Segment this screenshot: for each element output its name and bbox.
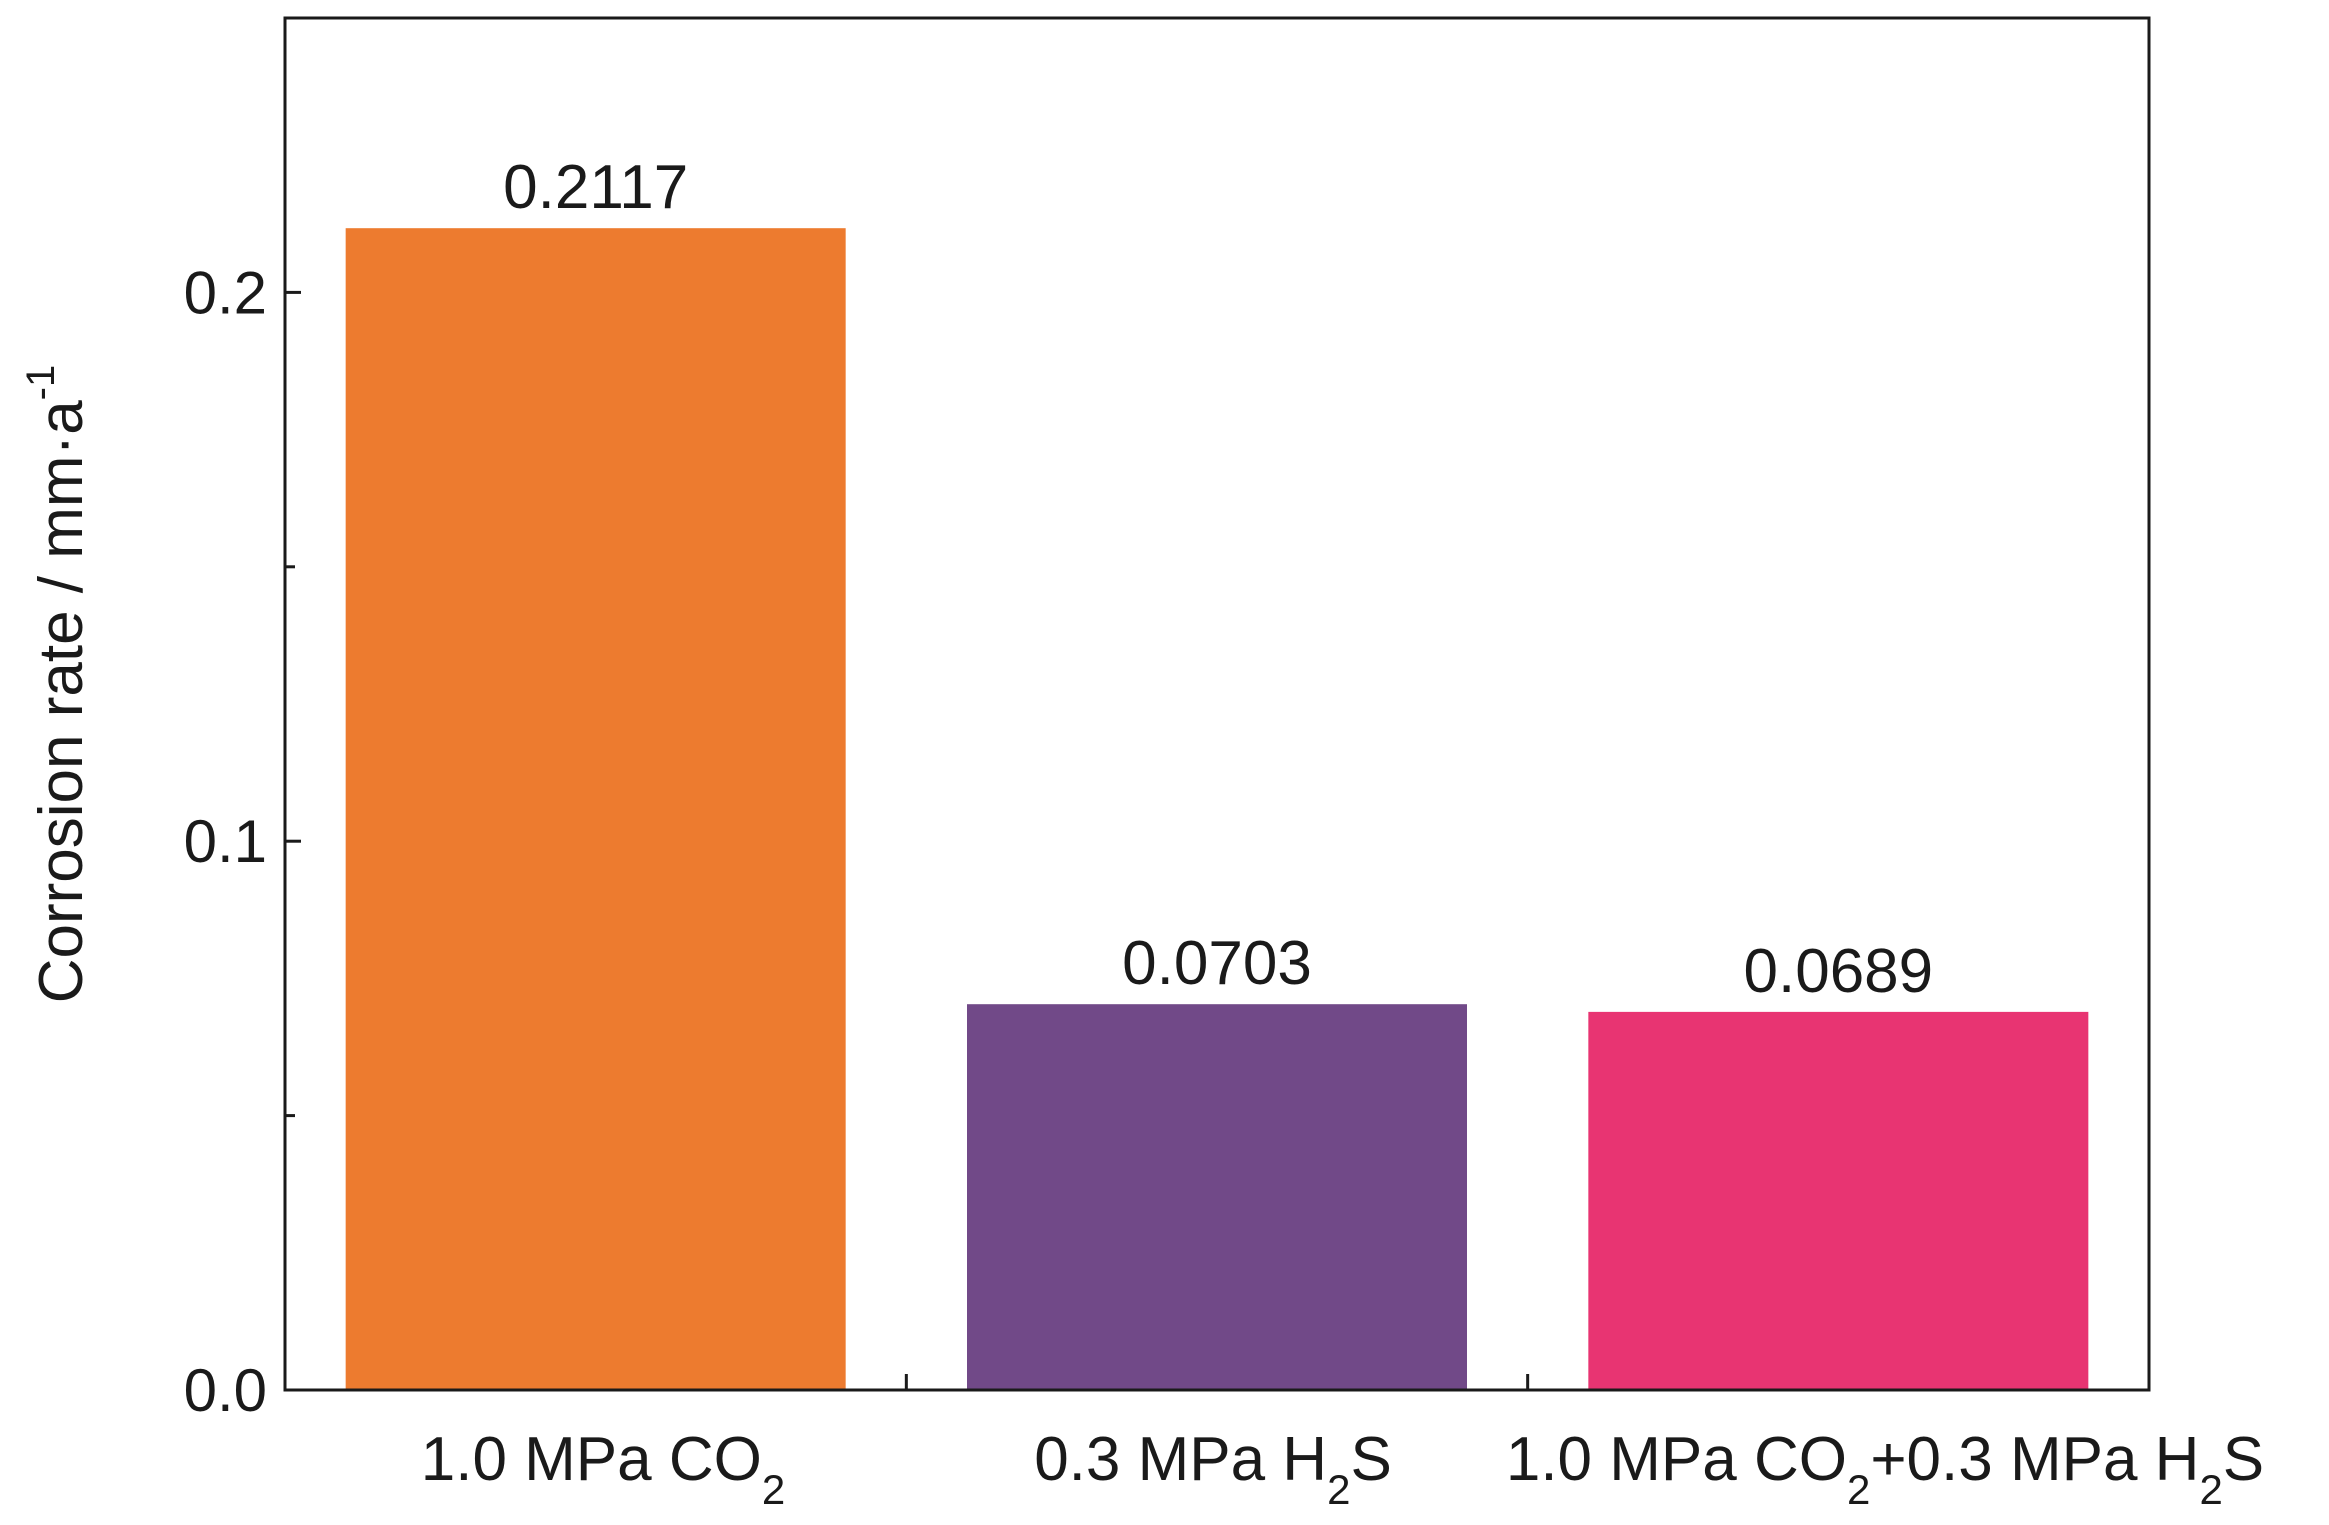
plot-frame <box>283 16 2151 1392</box>
y-axis-title: Corrosion rate / mm·a-1 <box>19 365 96 1004</box>
bar-2 <box>967 1004 1467 1390</box>
bar-value-label: 0.2117 <box>503 153 688 222</box>
bar-3 <box>1588 1011 2089 1390</box>
x-category-label: 0.3 MPa H2S <box>1034 1425 1392 1513</box>
y-tick-label: 0.1 <box>184 808 267 875</box>
bar-value-label: 0.0703 <box>1122 929 1312 998</box>
bar-value-label: 0.0689 <box>1744 937 1934 1006</box>
y-tick-label: 0.0 <box>184 1357 267 1424</box>
y-tick-label: 0.2 <box>184 259 267 326</box>
axis-labels: 0.2117 0.0703 0.0689 0.0 0.1 0.2 1.0 MPa CO2 0.… <box>19 153 2264 1513</box>
axis-ticks <box>285 290 1530 1392</box>
x-category-label: 1.0 MPa CO2 <box>421 1425 785 1513</box>
bars-layer <box>345 228 2089 1390</box>
x-category-label: 1.0 MPa CO2+0.3 MPa H2S <box>1506 1425 2264 1513</box>
bar-1 <box>345 228 846 1390</box>
